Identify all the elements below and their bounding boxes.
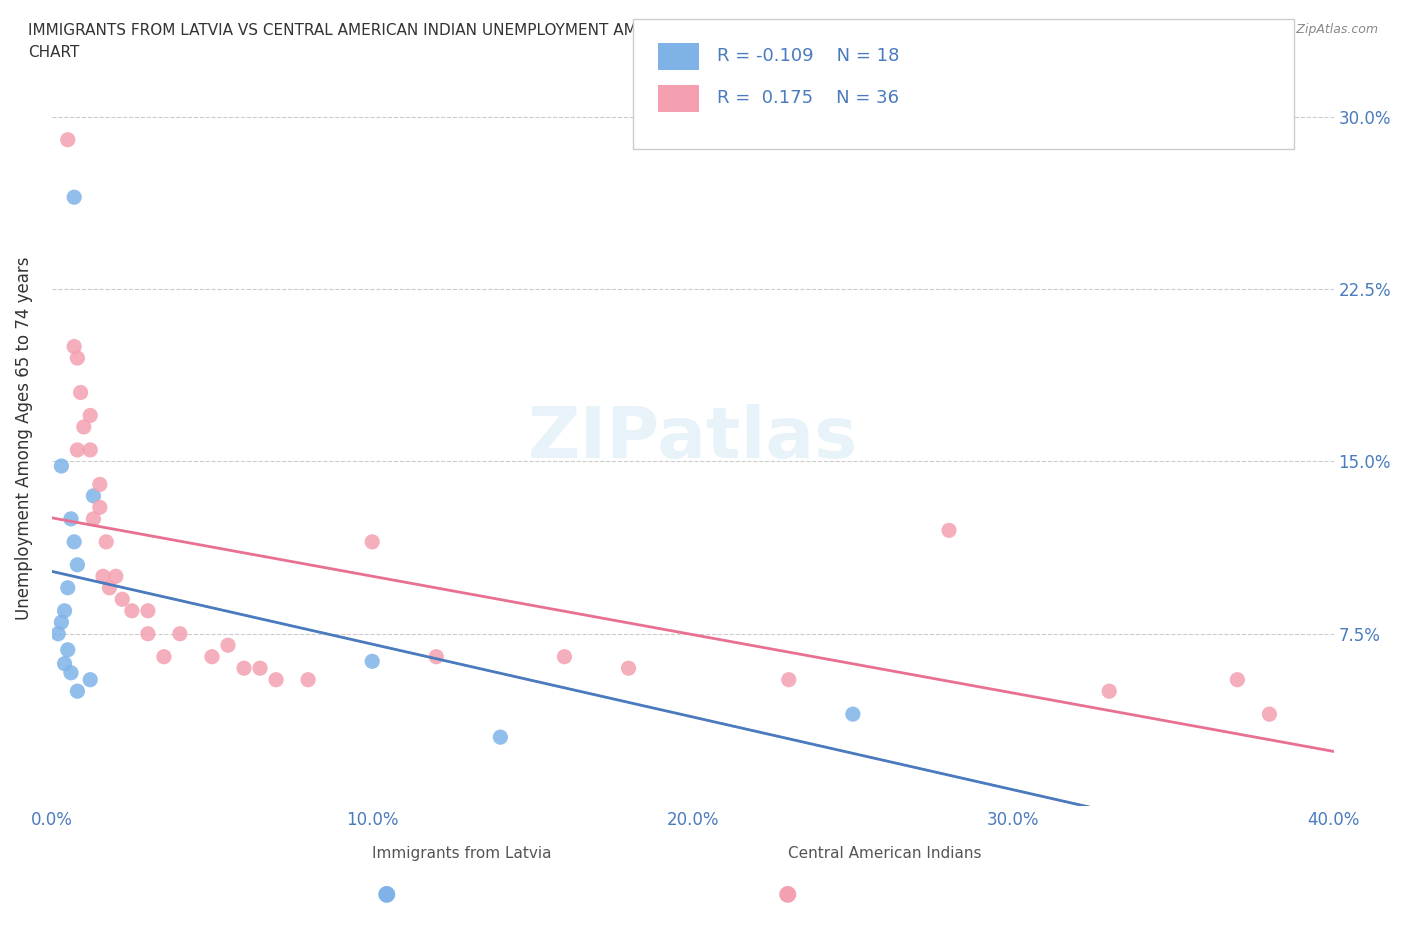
Text: Source: ZipAtlas.com: Source: ZipAtlas.com <box>1244 23 1378 36</box>
Point <box>264 672 287 687</box>
Point <box>53 604 76 618</box>
Point <box>59 665 82 680</box>
Point <box>79 408 101 423</box>
Point <box>96 535 118 550</box>
Point <box>1226 672 1249 687</box>
Point <box>56 132 79 147</box>
Point <box>56 643 79 658</box>
Point <box>89 477 111 492</box>
Text: R =  0.175    N = 36: R = 0.175 N = 36 <box>717 88 898 107</box>
Point <box>136 604 159 618</box>
Point <box>53 657 76 671</box>
Point <box>361 535 384 550</box>
Text: Central American Indians: Central American Indians <box>789 845 981 860</box>
Point <box>98 580 121 595</box>
Point <box>249 661 271 676</box>
Point <box>79 443 101 458</box>
Point <box>82 512 104 526</box>
Point <box>938 523 960 538</box>
Point <box>489 730 512 745</box>
Point <box>66 443 89 458</box>
Point <box>617 661 640 676</box>
Text: ●: ● <box>377 883 396 903</box>
Point <box>104 569 127 584</box>
Point <box>63 190 86 205</box>
Text: CHART: CHART <box>28 45 80 60</box>
Point <box>69 385 91 400</box>
Text: ●: ● <box>778 883 797 903</box>
Point <box>1098 684 1121 698</box>
Point <box>778 672 800 687</box>
Point <box>201 649 224 664</box>
Point <box>425 649 447 664</box>
Text: ZIPatlas: ZIPatlas <box>527 404 858 473</box>
Point <box>51 458 73 473</box>
Point <box>63 535 86 550</box>
Point <box>297 672 319 687</box>
Point <box>553 649 575 664</box>
Point <box>233 661 256 676</box>
Point <box>66 351 89 365</box>
Text: Immigrants from Latvia: Immigrants from Latvia <box>373 845 551 860</box>
Point <box>136 626 159 641</box>
Point <box>63 339 86 354</box>
Point <box>89 500 111 515</box>
Text: R = -0.109    N = 18: R = -0.109 N = 18 <box>717 46 900 65</box>
Point <box>169 626 191 641</box>
Point <box>361 654 384 669</box>
Point <box>56 580 79 595</box>
Point <box>111 591 134 606</box>
Point <box>73 419 96 434</box>
Point <box>46 626 69 641</box>
Text: IMMIGRANTS FROM LATVIA VS CENTRAL AMERICAN INDIAN UNEMPLOYMENT AMONG AGES 65 TO : IMMIGRANTS FROM LATVIA VS CENTRAL AMERIC… <box>28 23 962 38</box>
Point <box>59 512 82 526</box>
Point <box>217 638 239 653</box>
Point <box>51 615 73 630</box>
Point <box>66 557 89 572</box>
Point <box>79 672 101 687</box>
Point <box>82 488 104 503</box>
Point <box>153 649 176 664</box>
Point <box>91 569 114 584</box>
Point <box>1258 707 1281 722</box>
Point <box>66 684 89 698</box>
Y-axis label: Unemployment Among Ages 65 to 74 years: Unemployment Among Ages 65 to 74 years <box>15 257 32 620</box>
Point <box>121 604 143 618</box>
Point <box>842 707 865 722</box>
